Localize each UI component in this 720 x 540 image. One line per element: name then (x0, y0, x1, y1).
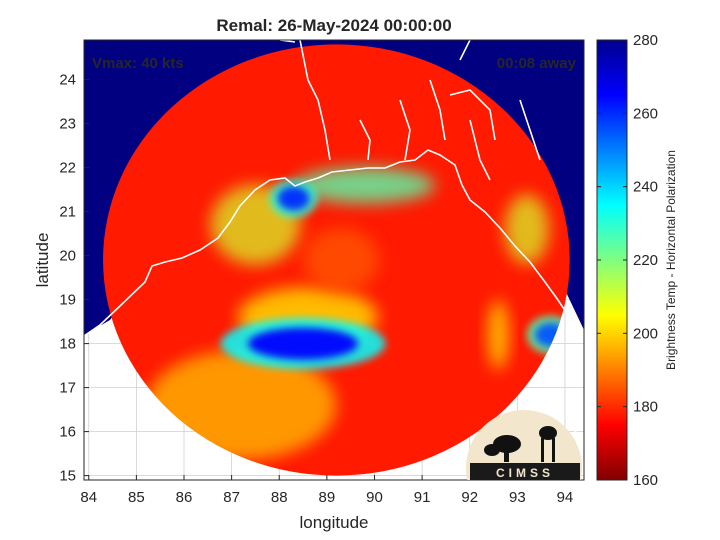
chart-title: Remal: 26-May-2024 00:00:00 (216, 16, 451, 35)
y-tick-label: 16 (59, 424, 76, 441)
y-tick-label: 17 (59, 380, 76, 397)
colorbar-ticks: 160 180 200 220 240 260 280 (597, 32, 658, 489)
y-tick-label: 22 (59, 160, 76, 177)
bay-of-bengal-coastline (84, 149, 581, 337)
logo-text: CIMSS (496, 466, 554, 480)
y-tick-label: 23 (59, 116, 76, 133)
time-offset-annotation: 00:08 away (497, 55, 577, 72)
x-tick-label: 86 (176, 489, 193, 506)
y-tick-label: 15 (59, 468, 76, 485)
vmax-annotation: Vmax: 40 kts (92, 55, 184, 72)
x-axis-label: longitude (299, 513, 368, 532)
y-tick-label: 18 (59, 336, 76, 353)
logo-dish-stand (504, 448, 509, 462)
logo-text-band (470, 463, 580, 480)
logo-tower-tank (539, 426, 557, 440)
colorbar-tick-label: 200 (633, 325, 658, 342)
colorbar-tick-label: 160 (633, 472, 658, 489)
x-tick-label: 87 (223, 489, 240, 506)
x-tick-label: 84 (80, 489, 97, 506)
x-tick-label: 91 (414, 489, 431, 506)
colorbar-label: Brightness Temp - Horizontal Polarizatio… (664, 150, 678, 370)
logo-tower-leg-left (541, 438, 544, 462)
x-tick-label: 85 (128, 489, 145, 506)
x-tick-label: 92 (461, 489, 478, 506)
colorbar-tick-label: 240 (633, 179, 658, 196)
x-tick-label: 94 (557, 489, 574, 506)
feature-core (248, 327, 359, 360)
feature-eye (303, 228, 380, 292)
y-ticks: 15 16 17 18 19 20 21 22 23 24 (59, 72, 89, 485)
plot-area: 84 85 86 87 88 89 90 91 92 93 94 15 16 17 18 19 20 21 22 2… (59, 39, 585, 506)
x-tick-label: 90 (366, 489, 383, 506)
swath-east-band (504, 194, 549, 265)
y-tick-label: 19 (59, 292, 76, 309)
logo-dish-small-icon (484, 444, 500, 456)
colorbar-tick-label: 180 (633, 399, 658, 416)
x-ticks: 84 85 86 87 88 89 90 91 92 93 94 (80, 475, 573, 506)
swath-coastal-band (294, 167, 435, 204)
x-tick-label: 93 (509, 489, 526, 506)
feature-core (277, 186, 310, 211)
logo-dish-icon (493, 435, 521, 453)
colorbar-tick-label: 280 (633, 32, 658, 49)
colorbar-tick-label: 260 (633, 105, 658, 122)
colorbar: 160 180 200 220 240 260 280 Brightness Temp - … (596, 32, 678, 489)
delta-rivers (279, 40, 541, 181)
y-tick-label: 20 (59, 248, 76, 265)
axes-frame (83, 39, 585, 481)
colorbar-tick-label: 220 (633, 252, 658, 269)
x-tick-label: 89 (319, 489, 336, 506)
y-tick-label: 21 (59, 204, 76, 221)
logo-tower-leg-right (552, 438, 555, 462)
cimss-logo: CIMSS (466, 410, 582, 480)
colorbar-gradient (596, 39, 628, 481)
swath-east-band-south (488, 299, 509, 370)
x-tick-label: 88 (271, 489, 288, 506)
y-tick-label: 24 (59, 72, 76, 89)
y-axis-label: latitude (33, 233, 52, 288)
